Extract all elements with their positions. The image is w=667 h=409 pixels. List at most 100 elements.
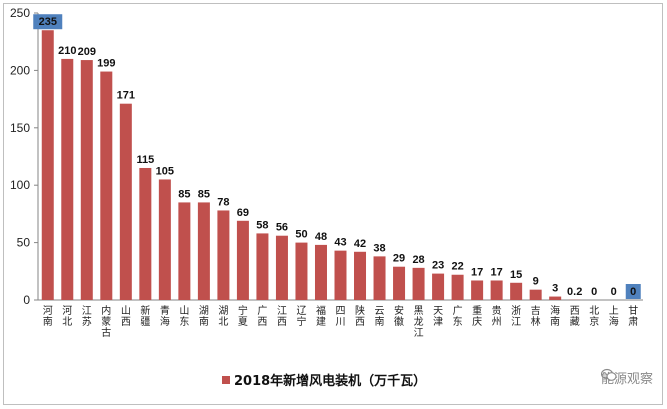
category-label: 广西 [257,305,267,328]
data-label: 85 [178,188,190,200]
bar [354,251,367,300]
data-label: 235 [39,16,57,28]
data-label: 0 [611,286,617,298]
bar [412,267,425,300]
legend-swatch [222,376,230,384]
category-label: 湖南 [199,305,209,328]
y-tick-label: 150 [10,121,30,135]
bar [197,202,210,300]
category-label: 四川 [336,306,346,328]
category-label: 贵州 [492,304,502,328]
bar [549,296,562,300]
data-label: 38 [373,242,385,254]
category-label: 湖北 [218,305,228,328]
data-label: 29 [393,253,405,265]
bar [275,235,288,300]
bar [80,60,93,301]
data-label: 0 [630,286,636,298]
category-label: 吉林 [531,305,541,328]
category-label: 云南 [375,306,385,328]
data-label: 58 [256,219,268,231]
category-label: 重庆 [472,304,482,328]
y-tick-label: 200 [10,63,30,77]
category-label: 内蒙古 [101,304,111,339]
category-label: 海南 [550,304,560,328]
category-label: 浙江 [511,305,521,328]
data-label: 78 [217,196,229,208]
category-label: 辽宁 [296,305,306,328]
bar [139,167,152,300]
data-label: 42 [354,238,366,250]
category-label: 福建 [316,304,326,328]
bar [490,280,503,300]
legend-label: 2018年新增风电装机（万千瓦） [234,373,426,389]
data-label: 199 [97,58,115,70]
bar [61,58,74,300]
data-label: 171 [117,90,135,102]
category-label: 宁夏 [238,304,248,328]
data-label: 17 [491,266,503,278]
bar [158,179,171,300]
data-label: 23 [432,260,444,272]
data-label: 9 [533,276,539,288]
category-label: 天津 [433,306,443,328]
data-label: 105 [156,165,174,177]
data-label: 85 [198,188,210,200]
y-tick-label: 0 [23,293,30,307]
bar [471,280,484,300]
y-tick-label: 250 [10,6,30,20]
bar [432,273,445,300]
data-label: 22 [451,261,463,273]
data-label: 28 [412,254,424,266]
bar [119,103,132,300]
y-tick-label: 50 [17,236,31,250]
category-label: 青海 [160,304,170,328]
bar [41,30,54,300]
data-label-highlight [33,14,63,30]
category-label: 新疆 [140,304,150,328]
bar [178,202,191,300]
data-label: 50 [295,229,307,241]
bar [373,256,386,300]
category-label: 江西 [277,305,287,328]
bar [510,282,523,300]
bar [100,71,113,300]
bar [529,289,542,300]
data-label: 0 [591,286,597,298]
bar [314,244,327,300]
data-label: 3 [552,283,558,295]
chart-frame [3,3,663,405]
data-label: 69 [237,207,249,219]
data-label: 17 [471,266,483,278]
category-label: 陕西 [355,304,365,328]
category-label: 黑龙江 [414,305,424,339]
data-label: 56 [276,222,288,234]
bar [236,220,249,300]
data-label-highlight [625,284,641,299]
category-label: 江苏 [82,305,92,328]
category-label: 山西 [121,305,131,328]
category-label: 山东 [179,305,189,328]
category-label: 北京 [589,305,599,328]
data-label: 15 [510,269,522,281]
category-label: 河南 [43,305,53,328]
data-label: 210 [58,45,76,57]
data-label: 115 [136,154,154,166]
data-label: 48 [315,231,327,243]
bar [334,250,347,300]
bar [393,266,406,300]
watermark: 能源观察 [600,368,653,387]
data-label: 209 [78,46,96,58]
bar [295,242,308,300]
category-label: 广东 [453,305,463,328]
bar [451,274,464,300]
data-label: 43 [334,237,346,249]
bar [256,233,269,300]
category-label: 甘肃 [628,304,638,328]
bar [217,210,230,300]
wechat-icon [600,368,617,381]
category-label: 西藏 [570,306,580,328]
category-label: 安徽 [394,304,404,328]
y-tick-label: 100 [10,178,30,192]
